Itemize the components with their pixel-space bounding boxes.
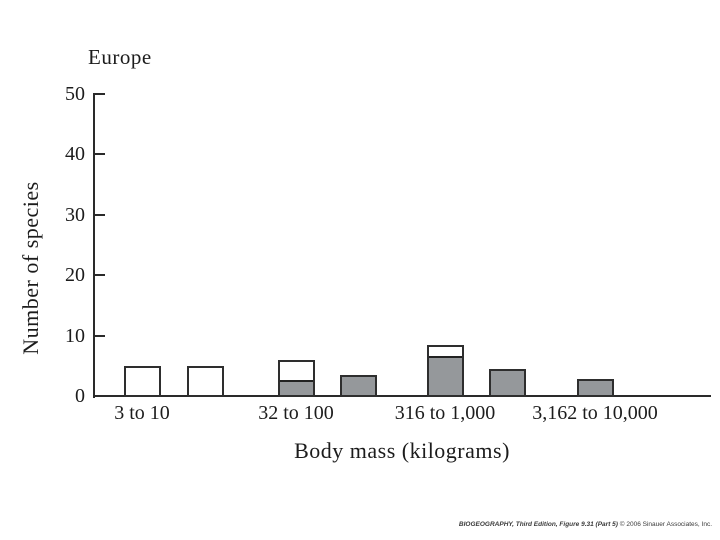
credit-copyright: © 2006 Sinauer Associates, Inc. — [619, 521, 712, 528]
credit-line: BIOGEOGRAPHY, Third Edition, Figure 9.31… — [459, 521, 712, 528]
y-tick-mark-20 — [93, 274, 105, 276]
y-tick-label-30: 30 — [65, 203, 85, 226]
x-tick-label-32-to-100: 32 to 100 — [258, 402, 334, 424]
y-tick-label-20: 20 — [65, 264, 85, 286]
bar-7-gray-segment — [578, 381, 612, 395]
x-axis-line — [93, 395, 711, 397]
bar-2 — [186, 365, 224, 397]
bar-1-3-to-10 — [123, 365, 161, 397]
bar-7-3-162-to-10-000 — [576, 379, 614, 397]
x-axis-title: Body mass (kilograms) — [294, 438, 510, 463]
bar-4-gray-segment — [341, 376, 375, 395]
chart-title: Europe — [88, 45, 152, 69]
y-tick-label-40: 40 — [65, 143, 85, 165]
bar-5-316-to-1-000 — [426, 344, 464, 397]
bar-3-gray-segment — [279, 380, 313, 395]
bar-6-gray-segment — [490, 370, 524, 395]
x-tick-label-3-to-10: 3 to 10 — [114, 402, 170, 424]
bar-3-32-to-100 — [277, 359, 315, 397]
y-tick-mark-10 — [93, 334, 105, 337]
bar-4 — [339, 374, 377, 397]
y-tick-label-10: 10 — [65, 324, 85, 347]
credit-citation: BIOGEOGRAPHY, Third Edition, Figure 9.31… — [458, 521, 618, 528]
y-tick-label-50: 50 — [65, 82, 85, 105]
y-tick-mark-0 — [93, 395, 105, 397]
y-tick-mark-30 — [93, 213, 105, 216]
x-tick-label-316-to-1-000: 316 to 1,000 — [394, 402, 496, 424]
y-tick-mark-40 — [93, 153, 105, 155]
y-tick-mark-50 — [93, 92, 105, 95]
y-tick-label-0: 0 — [75, 385, 85, 407]
x-tick-label-3-162-to-10-000: 3,162 to 10,000 — [532, 402, 658, 424]
y-axis-line — [93, 92, 95, 398]
bar-6 — [488, 368, 526, 397]
bar-5-gray-segment — [428, 356, 462, 395]
